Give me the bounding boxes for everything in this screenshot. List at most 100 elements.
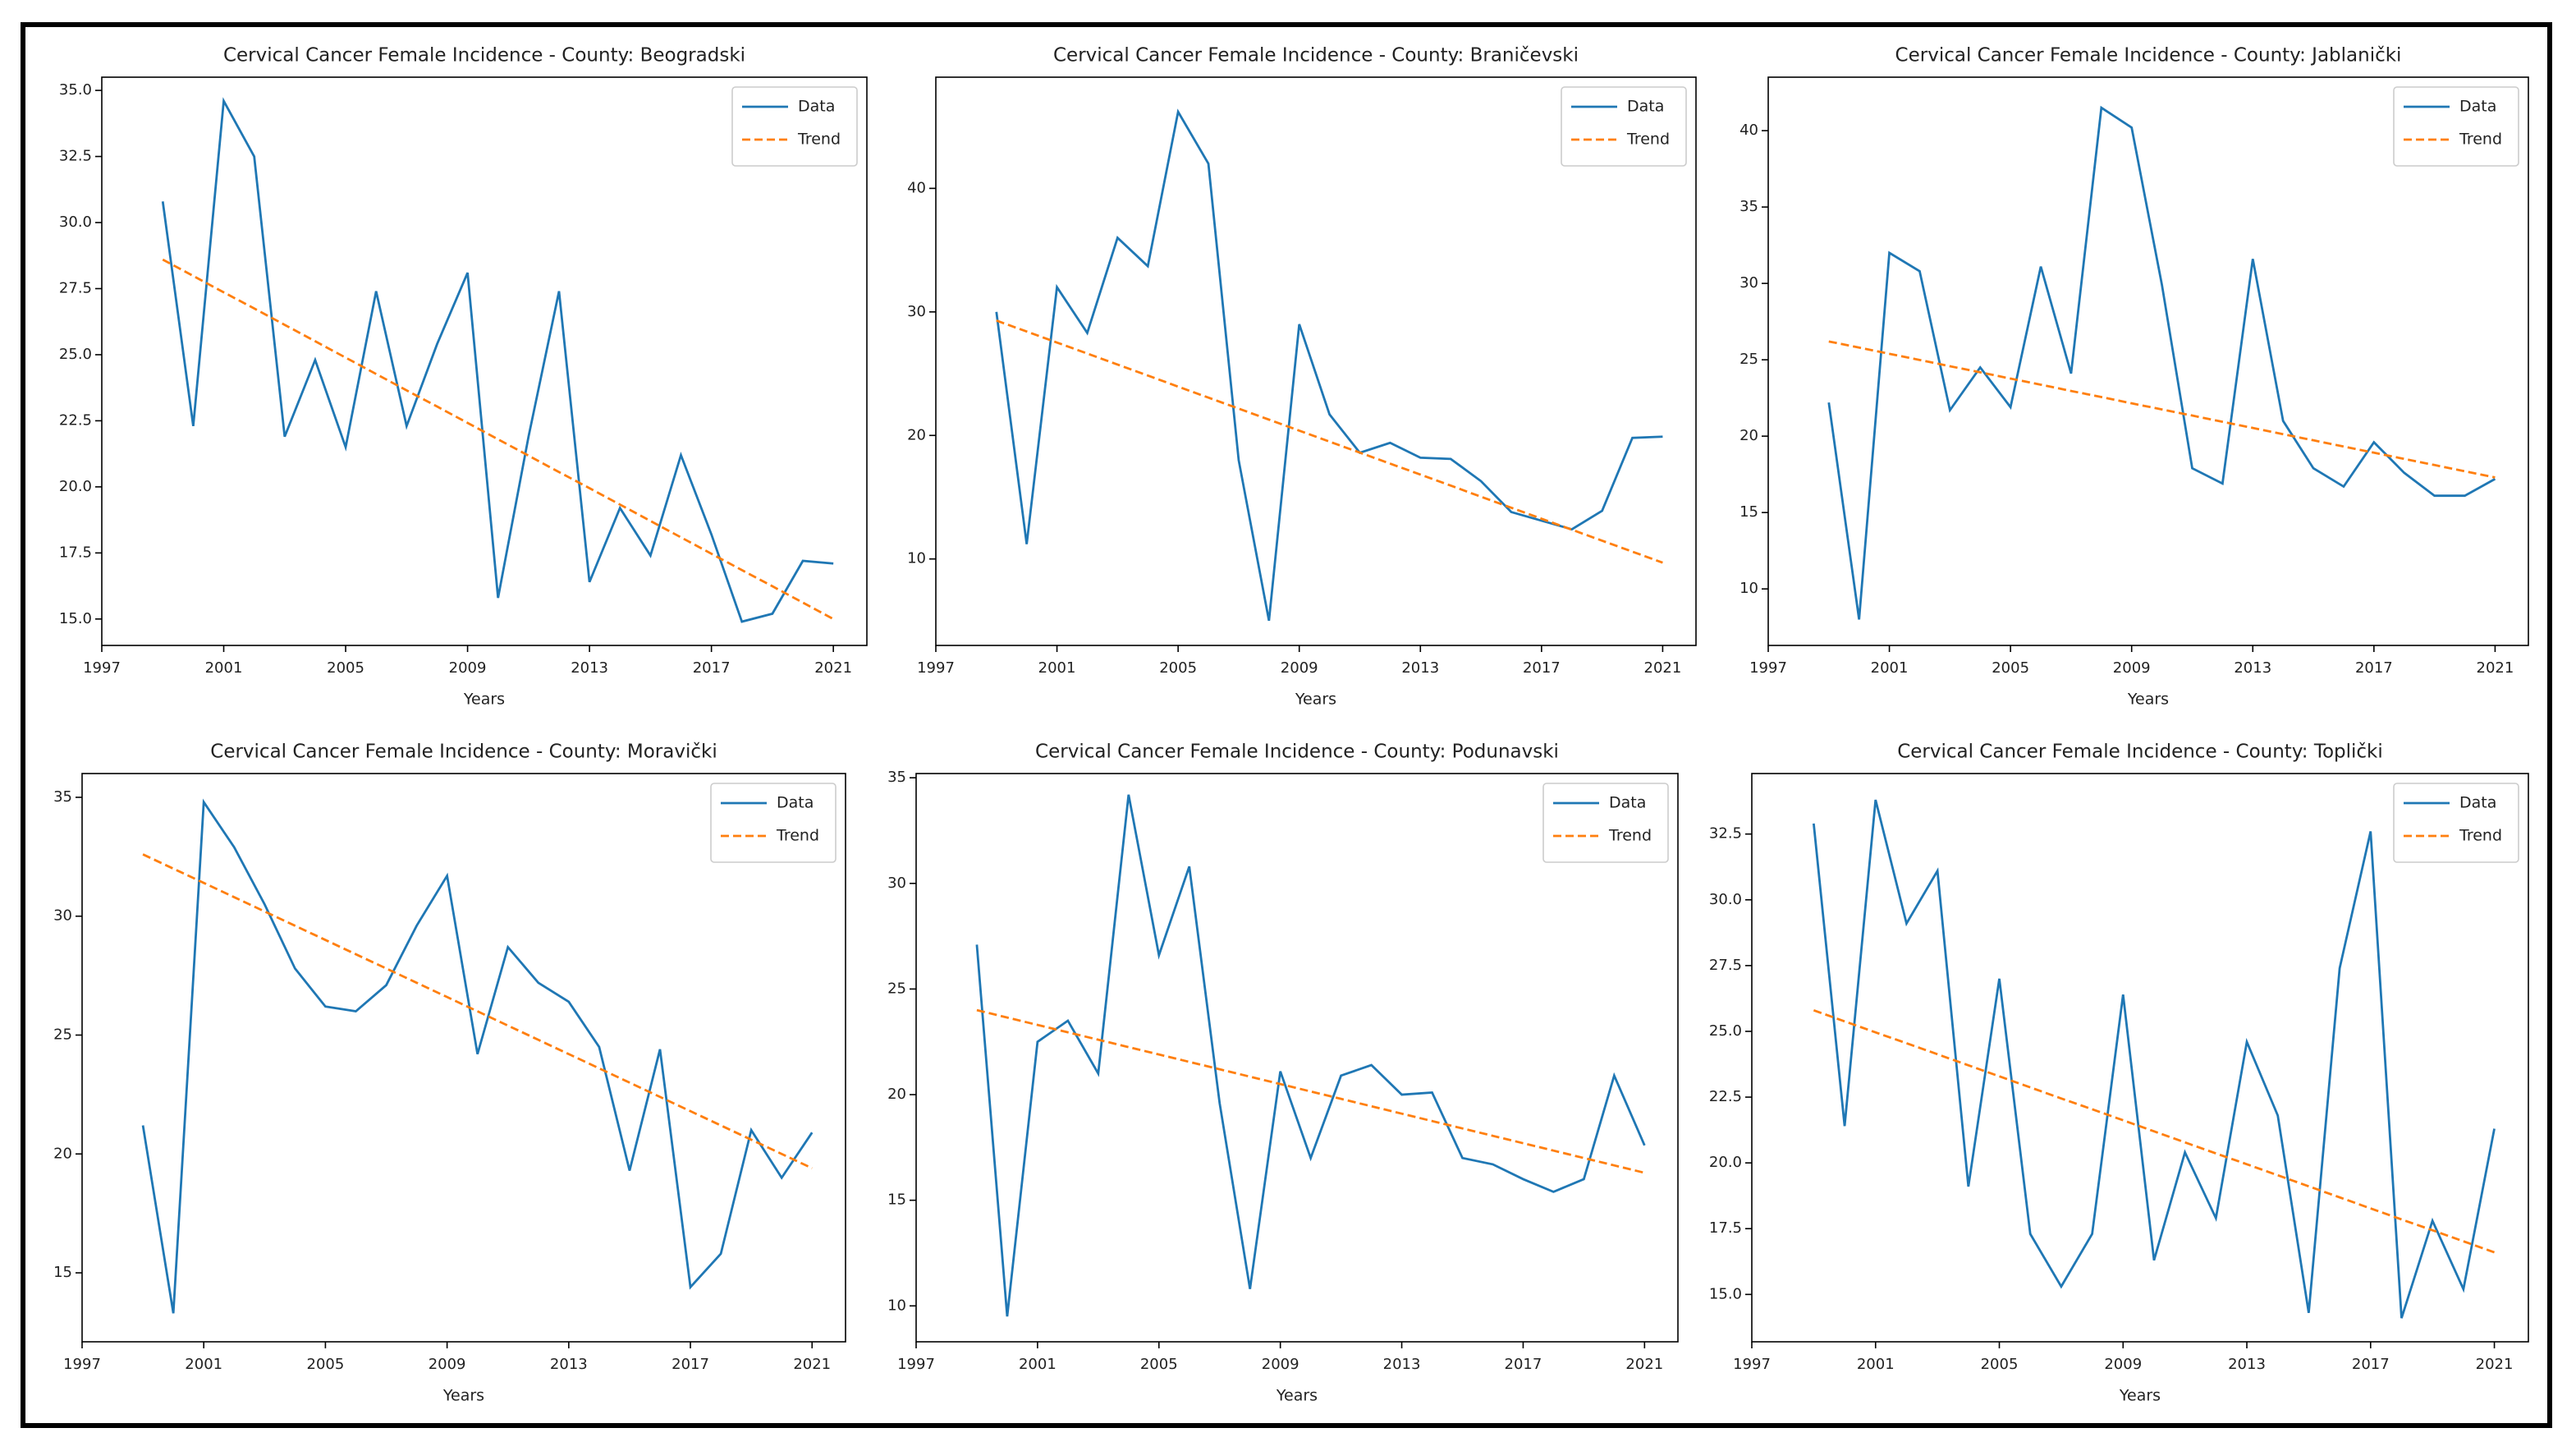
legend-label: Data	[798, 98, 835, 116]
x-tick-label: 2009	[429, 1356, 466, 1373]
x-tick-label: 2013	[1401, 659, 1439, 677]
x-tick-label: 2017	[693, 659, 731, 677]
x-tick-label: 1997	[897, 1356, 935, 1373]
x-tick-label: 2001	[1871, 659, 1909, 677]
chart-panel: Cervical Cancer Female Incidence - Count…	[907, 45, 1697, 709]
x-tick-label: 2001	[1038, 659, 1076, 677]
y-tick-label: 15.0	[1709, 1285, 1742, 1302]
x-tick-label: 2021	[2477, 659, 2514, 677]
y-tick-label: 32.5	[59, 148, 92, 165]
y-tick-label: 15.0	[59, 610, 92, 627]
plot-area	[935, 76, 1697, 646]
chart-title: Cervical Cancer Female Incidence - Count…	[1035, 742, 1559, 763]
y-tick-label: 25	[1739, 351, 1758, 368]
x-tick-label: 2001	[185, 1356, 222, 1373]
x-axis-label: Years	[442, 1387, 484, 1405]
legend-label: Data	[2459, 794, 2496, 812]
y-tick-label: 30	[53, 907, 72, 925]
chart-panel: Cervical Cancer Female Incidence - Count…	[53, 742, 846, 1405]
chart-title: Cervical Cancer Female Incidence - Count…	[210, 742, 717, 763]
y-tick-label: 40	[907, 179, 926, 196]
y-tick-label: 35	[1739, 198, 1758, 215]
series-line	[161, 97, 834, 623]
y-tick-label: 32.5	[1709, 825, 1742, 843]
legend-label: Trend	[776, 827, 819, 845]
series-line	[996, 319, 1663, 564]
y-tick-label: 15	[1739, 503, 1758, 521]
x-tick-label: 2013	[2228, 1356, 2266, 1373]
x-axis-label: Years	[1295, 691, 1336, 709]
x-tick-label: 2013	[571, 659, 608, 677]
legend-label: Trend	[2459, 131, 2502, 149]
y-tick-label: 25	[53, 1026, 72, 1043]
x-tick-label: 2009	[1281, 659, 1318, 677]
x-axis-label: Years	[1276, 1387, 1318, 1405]
legend-label: Trend	[797, 131, 841, 149]
x-axis-label: Years	[463, 691, 505, 709]
legend-label: Data	[1627, 98, 1664, 116]
legend-label: Trend	[1626, 131, 1670, 149]
chart-panel: Cervical Cancer Female Incidence - Count…	[887, 742, 1679, 1405]
legend-box	[2393, 783, 2519, 863]
x-tick-label: 2005	[327, 659, 364, 677]
x-tick-label: 2021	[1644, 659, 1682, 677]
legend-label: Data	[777, 794, 814, 812]
y-tick-label: 25	[887, 980, 906, 997]
x-tick-label: 2017	[1505, 1356, 1542, 1373]
y-tick-label: 30	[907, 303, 926, 320]
x-tick-label: 2009	[449, 659, 487, 677]
legend-box	[1542, 783, 1669, 863]
x-tick-label: 2021	[1625, 1356, 1663, 1373]
y-tick-label: 20	[1739, 427, 1758, 444]
x-tick-label: 2009	[1262, 1356, 1299, 1373]
x-tick-label: 2005	[307, 1356, 345, 1373]
legend-box	[1561, 86, 1687, 167]
x-tick-label: 2001	[1019, 1356, 1057, 1373]
chart-title: Cervical Cancer Female Incidence - Count…	[1895, 45, 2402, 67]
y-tick-label: 10	[887, 1297, 906, 1314]
x-tick-label: 2005	[1992, 659, 2029, 677]
x-axis-label: Years	[2119, 1387, 2161, 1405]
y-tick-label: 27.5	[1709, 957, 1742, 974]
x-tick-label: 2009	[2113, 659, 2151, 677]
plot-area	[81, 773, 846, 1343]
x-tick-label: 2017	[672, 1356, 709, 1373]
series-line	[1812, 799, 2496, 1319]
y-tick-label: 35	[53, 788, 72, 806]
y-tick-label: 20	[887, 1086, 906, 1103]
y-tick-label: 30.0	[1709, 891, 1742, 908]
y-tick-label: 27.5	[59, 279, 92, 296]
y-tick-label: 20	[907, 426, 926, 443]
y-tick-label: 10	[907, 550, 926, 567]
series-line	[1813, 1009, 2496, 1254]
y-tick-label: 30	[887, 875, 906, 892]
x-tick-label: 2013	[550, 1356, 588, 1373]
legend-box	[731, 86, 858, 167]
y-tick-label: 20	[53, 1145, 72, 1162]
chart-title: Cervical Cancer Female Incidence - Count…	[1053, 45, 1579, 67]
series-line	[975, 794, 1646, 1317]
plot-area	[915, 773, 1679, 1343]
chart-title: Cervical Cancer Female Incidence - Count…	[223, 45, 745, 67]
y-tick-label: 40	[1739, 122, 1758, 139]
x-tick-label: 2013	[1383, 1356, 1421, 1373]
plot-area	[101, 76, 868, 646]
x-tick-label: 2001	[205, 659, 243, 677]
y-tick-label: 30	[1739, 274, 1758, 292]
x-tick-label: 2005	[1981, 1356, 2019, 1373]
x-tick-label: 2005	[1159, 659, 1197, 677]
legend-label: Trend	[1608, 827, 1652, 845]
legend-box	[710, 783, 837, 863]
x-tick-label: 2001	[1857, 1356, 1895, 1373]
x-tick-label: 2017	[1523, 659, 1561, 677]
y-tick-label: 22.5	[1709, 1088, 1742, 1105]
series-line	[1828, 340, 2496, 479]
x-tick-label: 2009	[2104, 1356, 2142, 1373]
y-tick-label: 25.0	[59, 346, 92, 363]
chart-panel: Cervical Cancer Female Incidence - Count…	[59, 45, 868, 709]
series-line	[142, 853, 813, 1169]
series-line	[162, 258, 834, 621]
frame	[21, 22, 2552, 1428]
